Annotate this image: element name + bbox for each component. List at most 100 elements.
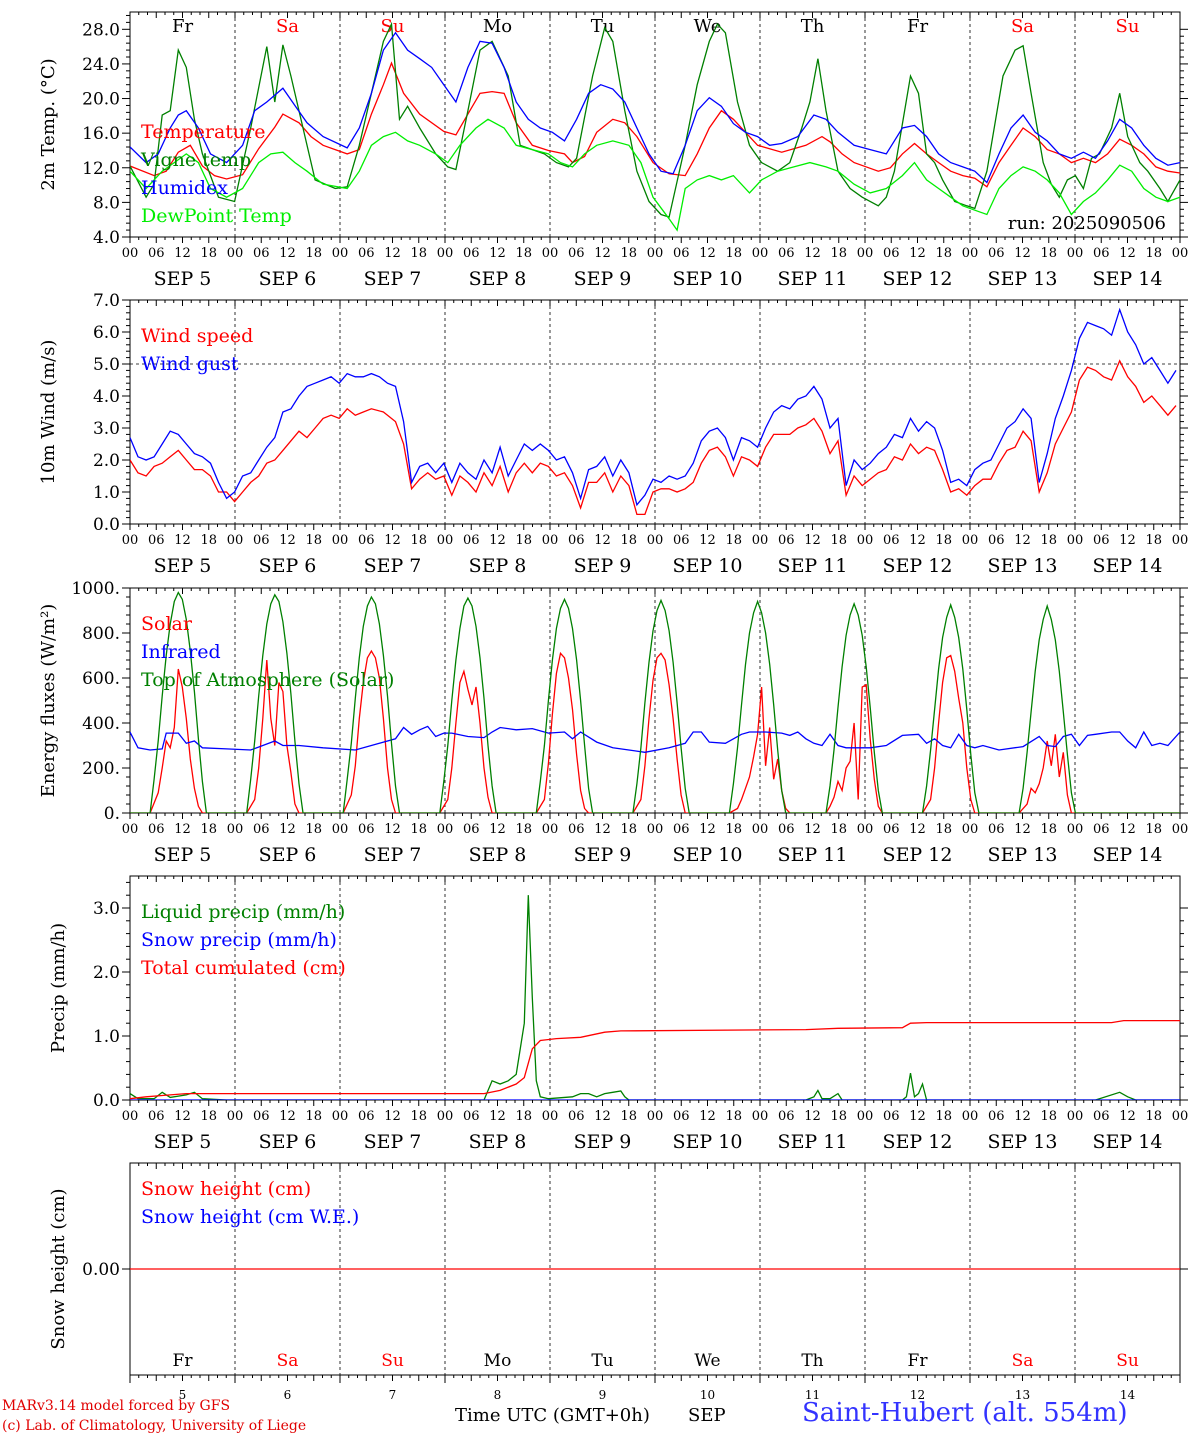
hour-tick-label: 18	[200, 246, 217, 261]
hour-tick-label: 12	[279, 822, 296, 837]
day-of-week-label: Fr	[908, 1351, 929, 1371]
hour-tick-label: 18	[1040, 246, 1057, 261]
hour-tick-label: 18	[830, 246, 847, 261]
hour-tick-label: 06	[463, 822, 480, 837]
hour-tick-label: 06	[253, 822, 270, 837]
hour-tick-label: 18	[725, 822, 742, 837]
series-line-wind-speed	[130, 359, 1177, 516]
date-label: SEP 10	[673, 555, 743, 577]
hour-tick-label: 18	[200, 1109, 217, 1124]
hour-tick-label: 06	[1093, 822, 1110, 837]
hour-tick-label: 12	[384, 246, 401, 261]
station-label: Saint-Hubert (alt. 554m)	[802, 1398, 1128, 1428]
hour-tick-label: 06	[463, 1109, 480, 1124]
day-of-week-label: Sa	[1011, 16, 1034, 37]
legend-entry: Wind gust	[141, 353, 239, 375]
hour-tick-label: 12	[594, 533, 611, 548]
hour-tick-label: 18	[515, 533, 532, 548]
date-label: SEP 10	[673, 268, 743, 290]
hour-tick-label: 12	[804, 1109, 821, 1124]
hour-tick-label: 06	[148, 246, 165, 261]
y-tick-label: 0.00	[82, 1260, 120, 1280]
hour-tick-label: 00	[962, 822, 979, 837]
date-label: SEP 6	[259, 844, 317, 866]
legend-entry: Liquid precip (mm/h)	[141, 901, 345, 923]
hour-tick-label: 18	[725, 533, 742, 548]
hour-tick-label: 18	[830, 533, 847, 548]
date-label: SEP 10	[673, 1131, 743, 1153]
model-line: MARv3.14 model forced by GFS	[2, 1398, 231, 1414]
hour-tick-label: 18	[830, 822, 847, 837]
hour-tick-label: 06	[1093, 1109, 1110, 1124]
hour-tick-label: 00	[542, 822, 559, 837]
day-of-week-label: Sa	[1012, 1351, 1034, 1371]
hour-tick-label: 12	[909, 822, 926, 837]
day-of-week-label: Su	[1116, 16, 1140, 37]
y-axis-label: 10m Wind (m/s)	[38, 340, 59, 485]
hour-tick-label: 18	[305, 1109, 322, 1124]
day-of-week-label: Su	[381, 16, 405, 37]
hour-tick-label: 00	[437, 246, 454, 261]
y-tick-label: 5.0	[93, 355, 120, 375]
y-tick-label: 20.0	[82, 90, 120, 110]
date-label: SEP 5	[154, 844, 212, 866]
hour-tick-label: 00	[437, 822, 454, 837]
hour-tick-label: 00	[1172, 246, 1189, 261]
hour-tick-label: 00	[122, 1109, 139, 1124]
series-line-humidex	[130, 31, 1180, 184]
hour-tick-label: 06	[988, 822, 1005, 837]
hour-tick-label: 18	[1145, 246, 1162, 261]
legend-entry: Snow height (cm)	[141, 1178, 311, 1200]
day-of-week-label: Tu	[591, 1351, 613, 1371]
hour-tick-label: 00	[1067, 1109, 1084, 1124]
hour-tick-label: 18	[725, 246, 742, 261]
run-label: run: 2025090506	[1008, 213, 1166, 234]
hour-tick-label: 18	[515, 822, 532, 837]
hour-tick-label: 06	[358, 533, 375, 548]
copyright-line: (c) Lab. of Climatology, University of L…	[2, 1418, 307, 1434]
hour-tick-label: 06	[883, 533, 900, 548]
date-label: SEP 8	[469, 555, 527, 577]
day-of-week-label: Fr	[173, 1351, 194, 1371]
hour-tick-label: 00	[647, 822, 664, 837]
hour-tick-label: 00	[962, 246, 979, 261]
hour-tick-label: 00	[542, 246, 559, 261]
legend-entry: Temperature	[141, 121, 265, 143]
date-label: SEP 11	[778, 268, 848, 290]
y-tick-label: 1.0	[93, 1027, 120, 1047]
hour-tick-label: 00	[122, 246, 139, 261]
y-tick-label: 12.0	[82, 159, 120, 179]
hour-tick-label: 12	[1014, 1109, 1031, 1124]
hour-tick-label: 00	[227, 822, 244, 837]
day-of-week-label: Fr	[172, 16, 193, 37]
hour-tick-label: 18	[830, 1109, 847, 1124]
series-line-solar	[130, 649, 1180, 813]
hour-tick-label: 12	[909, 1109, 926, 1124]
hour-tick-label: 06	[568, 822, 585, 837]
y-tick-label: 28.0	[82, 20, 120, 40]
hour-tick-label: 00	[752, 822, 769, 837]
hour-tick-label: 12	[1014, 822, 1031, 837]
hour-tick-label: 06	[673, 246, 690, 261]
day-number-label: 14	[1120, 1388, 1136, 1402]
day-of-week-label: Fr	[907, 16, 928, 37]
hour-tick-label: 00	[752, 533, 769, 548]
hour-tick-label: 00	[1172, 533, 1189, 548]
y-tick-label: 0.	[104, 804, 120, 824]
series-line-wind-gust	[130, 307, 1177, 507]
series-line-dewpoint-temp	[130, 118, 1180, 232]
date-label: SEP 12	[883, 555, 953, 577]
plot-frame	[129, 299, 1181, 525]
hour-tick-label: 00	[1067, 246, 1084, 261]
hour-tick-label: 12	[1014, 246, 1031, 261]
y-tick-label: 4.0	[93, 228, 120, 248]
hour-tick-label: 12	[699, 1109, 716, 1124]
day-number-label: 7	[389, 1388, 397, 1402]
hour-tick-label: 00	[227, 533, 244, 548]
series-line-total-cumulated-cm-	[130, 1019, 1180, 1100]
hour-tick-label: 18	[620, 822, 637, 837]
day-of-week-label: Su	[381, 1351, 404, 1371]
hour-tick-label: 12	[594, 246, 611, 261]
date-label: SEP 7	[364, 844, 422, 866]
hour-tick-label: 06	[358, 822, 375, 837]
